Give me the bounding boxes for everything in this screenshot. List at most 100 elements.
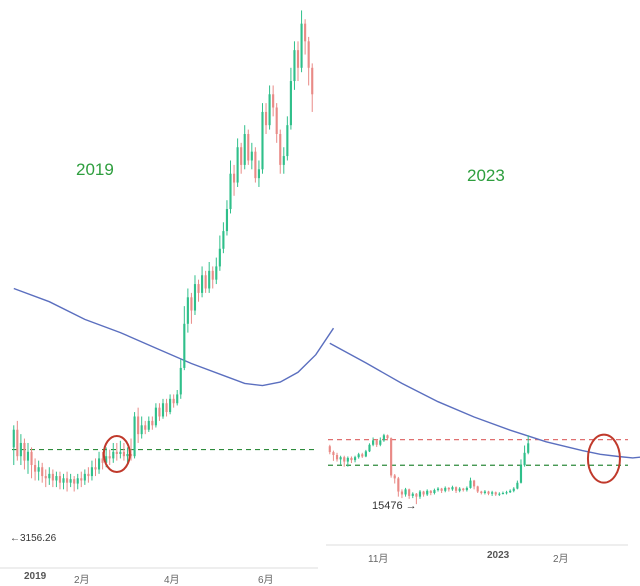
panel2-candle-body: [375, 440, 378, 445]
panel1-candle-body: [34, 465, 37, 472]
panel1-candle-body: [41, 467, 44, 477]
panel1-candle-body: [208, 270, 211, 289]
panel1-candle-body: [240, 147, 243, 165]
panel2-candle-body: [393, 475, 396, 479]
panel1-candle-body: [126, 454, 129, 457]
panel1-candle-body: [300, 23, 303, 68]
panel2-candle-body: [491, 492, 494, 494]
panel2-candle-body: [473, 480, 476, 487]
panel1-candle-body: [311, 67, 314, 95]
panel1-candle-body: [296, 50, 300, 68]
panel1-candle-body: [304, 23, 307, 42]
panel2-candle-body: [361, 454, 364, 457]
panel1-candle-body: [197, 284, 200, 293]
panel1-candle-body: [154, 407, 157, 426]
panel1-candle-body: [12, 429, 15, 448]
panel2-candle-body: [364, 451, 367, 457]
panel1-candle-body: [66, 478, 69, 483]
panel2-candle-body: [516, 482, 519, 489]
panel2-candle-body: [519, 465, 523, 483]
panel1-candle-body: [172, 398, 175, 404]
panel2-candle-body: [501, 493, 505, 494]
panel1-candle-body: [19, 442, 22, 457]
panel2-candle-body: [512, 488, 515, 491]
panel2-candle-body: [411, 493, 414, 496]
panel1-candle-body: [26, 451, 30, 461]
panel1-candle-body: [58, 476, 62, 483]
panel1-candle-body: [101, 458, 104, 463]
panel1-candle-body: [69, 479, 72, 483]
panel1-candle-body: [229, 173, 232, 210]
panel2-candle-body: [390, 438, 393, 476]
panel1-candle-body: [87, 473, 90, 477]
panel1-candle-body: [51, 473, 54, 481]
panel1-candle-body: [37, 467, 40, 472]
panel1-candle-body: [90, 467, 94, 477]
panel2-annotation-circle: [586, 433, 621, 484]
panel1-candle-body: [158, 407, 161, 417]
panel1-candle-body: [55, 476, 58, 481]
panel1-candle-body: [272, 94, 275, 108]
panel2-candle-body: [494, 492, 497, 495]
panel2-candle-body: [527, 443, 530, 453]
panel2-x-tick: 11月: [368, 554, 389, 565]
panel2-candle-body: [469, 480, 472, 488]
panel1-candle-body: [165, 403, 168, 413]
panel2-candle-body: [458, 488, 461, 491]
panel1-candle-body: [112, 451, 115, 459]
panel2-candle-body: [339, 457, 342, 460]
panel1-candle-body: [222, 231, 225, 249]
panel1-candle-body: [129, 454, 133, 457]
panel1-candle-body: [179, 367, 182, 395]
panel1-candle-body: [122, 451, 125, 457]
panel1-candle-body: [264, 111, 268, 126]
panel1-candle-body: [62, 478, 65, 483]
left-arrow-icon: ←: [10, 533, 20, 544]
panel2-x-tick: 2月: [553, 554, 569, 565]
panel2-candle-body: [353, 457, 357, 461]
panel1-candle-body: [140, 425, 143, 435]
panel1-candle-body: [83, 473, 86, 481]
panel2-candle-body: [400, 491, 404, 495]
panel2-candle-body: [454, 487, 458, 491]
panel2-candle-body: [476, 486, 479, 492]
panel1-candle-body: [23, 442, 26, 461]
panel1-candle-body: [218, 248, 221, 267]
panel1-candle-body: [257, 169, 260, 179]
panel1-candle-body: [105, 456, 108, 463]
panel1-candle-body: [201, 275, 204, 293]
panel1-candle-body: [190, 297, 193, 311]
panel2-candle-body: [487, 491, 490, 494]
panel1-candle-body: [76, 478, 79, 484]
panel1-candle-body: [144, 425, 147, 430]
panel1-candle-body: [247, 134, 250, 161]
panel2-candle-body: [451, 487, 454, 490]
panel2-low-marker: 15476 →: [372, 500, 417, 512]
panel1-candle-body: [94, 467, 97, 470]
panel1-candle-body: [169, 398, 172, 413]
panel2-candle-body: [397, 478, 400, 492]
panel2-candle-body: [433, 490, 436, 493]
panel1-candle-body: [293, 50, 296, 82]
panel1-low-marker: ←3156.26: [10, 533, 56, 544]
panel1-year-label: 2019: [76, 160, 114, 179]
panel1-candle-body: [73, 479, 76, 484]
panel2-candle-body: [426, 490, 429, 495]
panel2-candle-body: [357, 454, 360, 458]
panel1-candle-body: [282, 156, 285, 165]
panel1-candle-body: [80, 478, 83, 481]
panel2-candle-body: [372, 440, 375, 445]
panel2-x-tick: 2023: [487, 550, 510, 561]
panel2-candle-body: [462, 488, 465, 491]
panel2-candle-body: [422, 491, 425, 495]
panel2-candle-body: [332, 452, 335, 455]
panel1-candle-body: [176, 394, 179, 404]
panel2-candle-body: [418, 491, 422, 497]
panel2-year-label: 2023: [467, 166, 505, 185]
panel1-candle-body: [254, 151, 257, 179]
panel1-candle-body: [275, 107, 278, 134]
panel2-candle-body: [346, 457, 349, 462]
panel2-candle-body: [498, 493, 501, 495]
